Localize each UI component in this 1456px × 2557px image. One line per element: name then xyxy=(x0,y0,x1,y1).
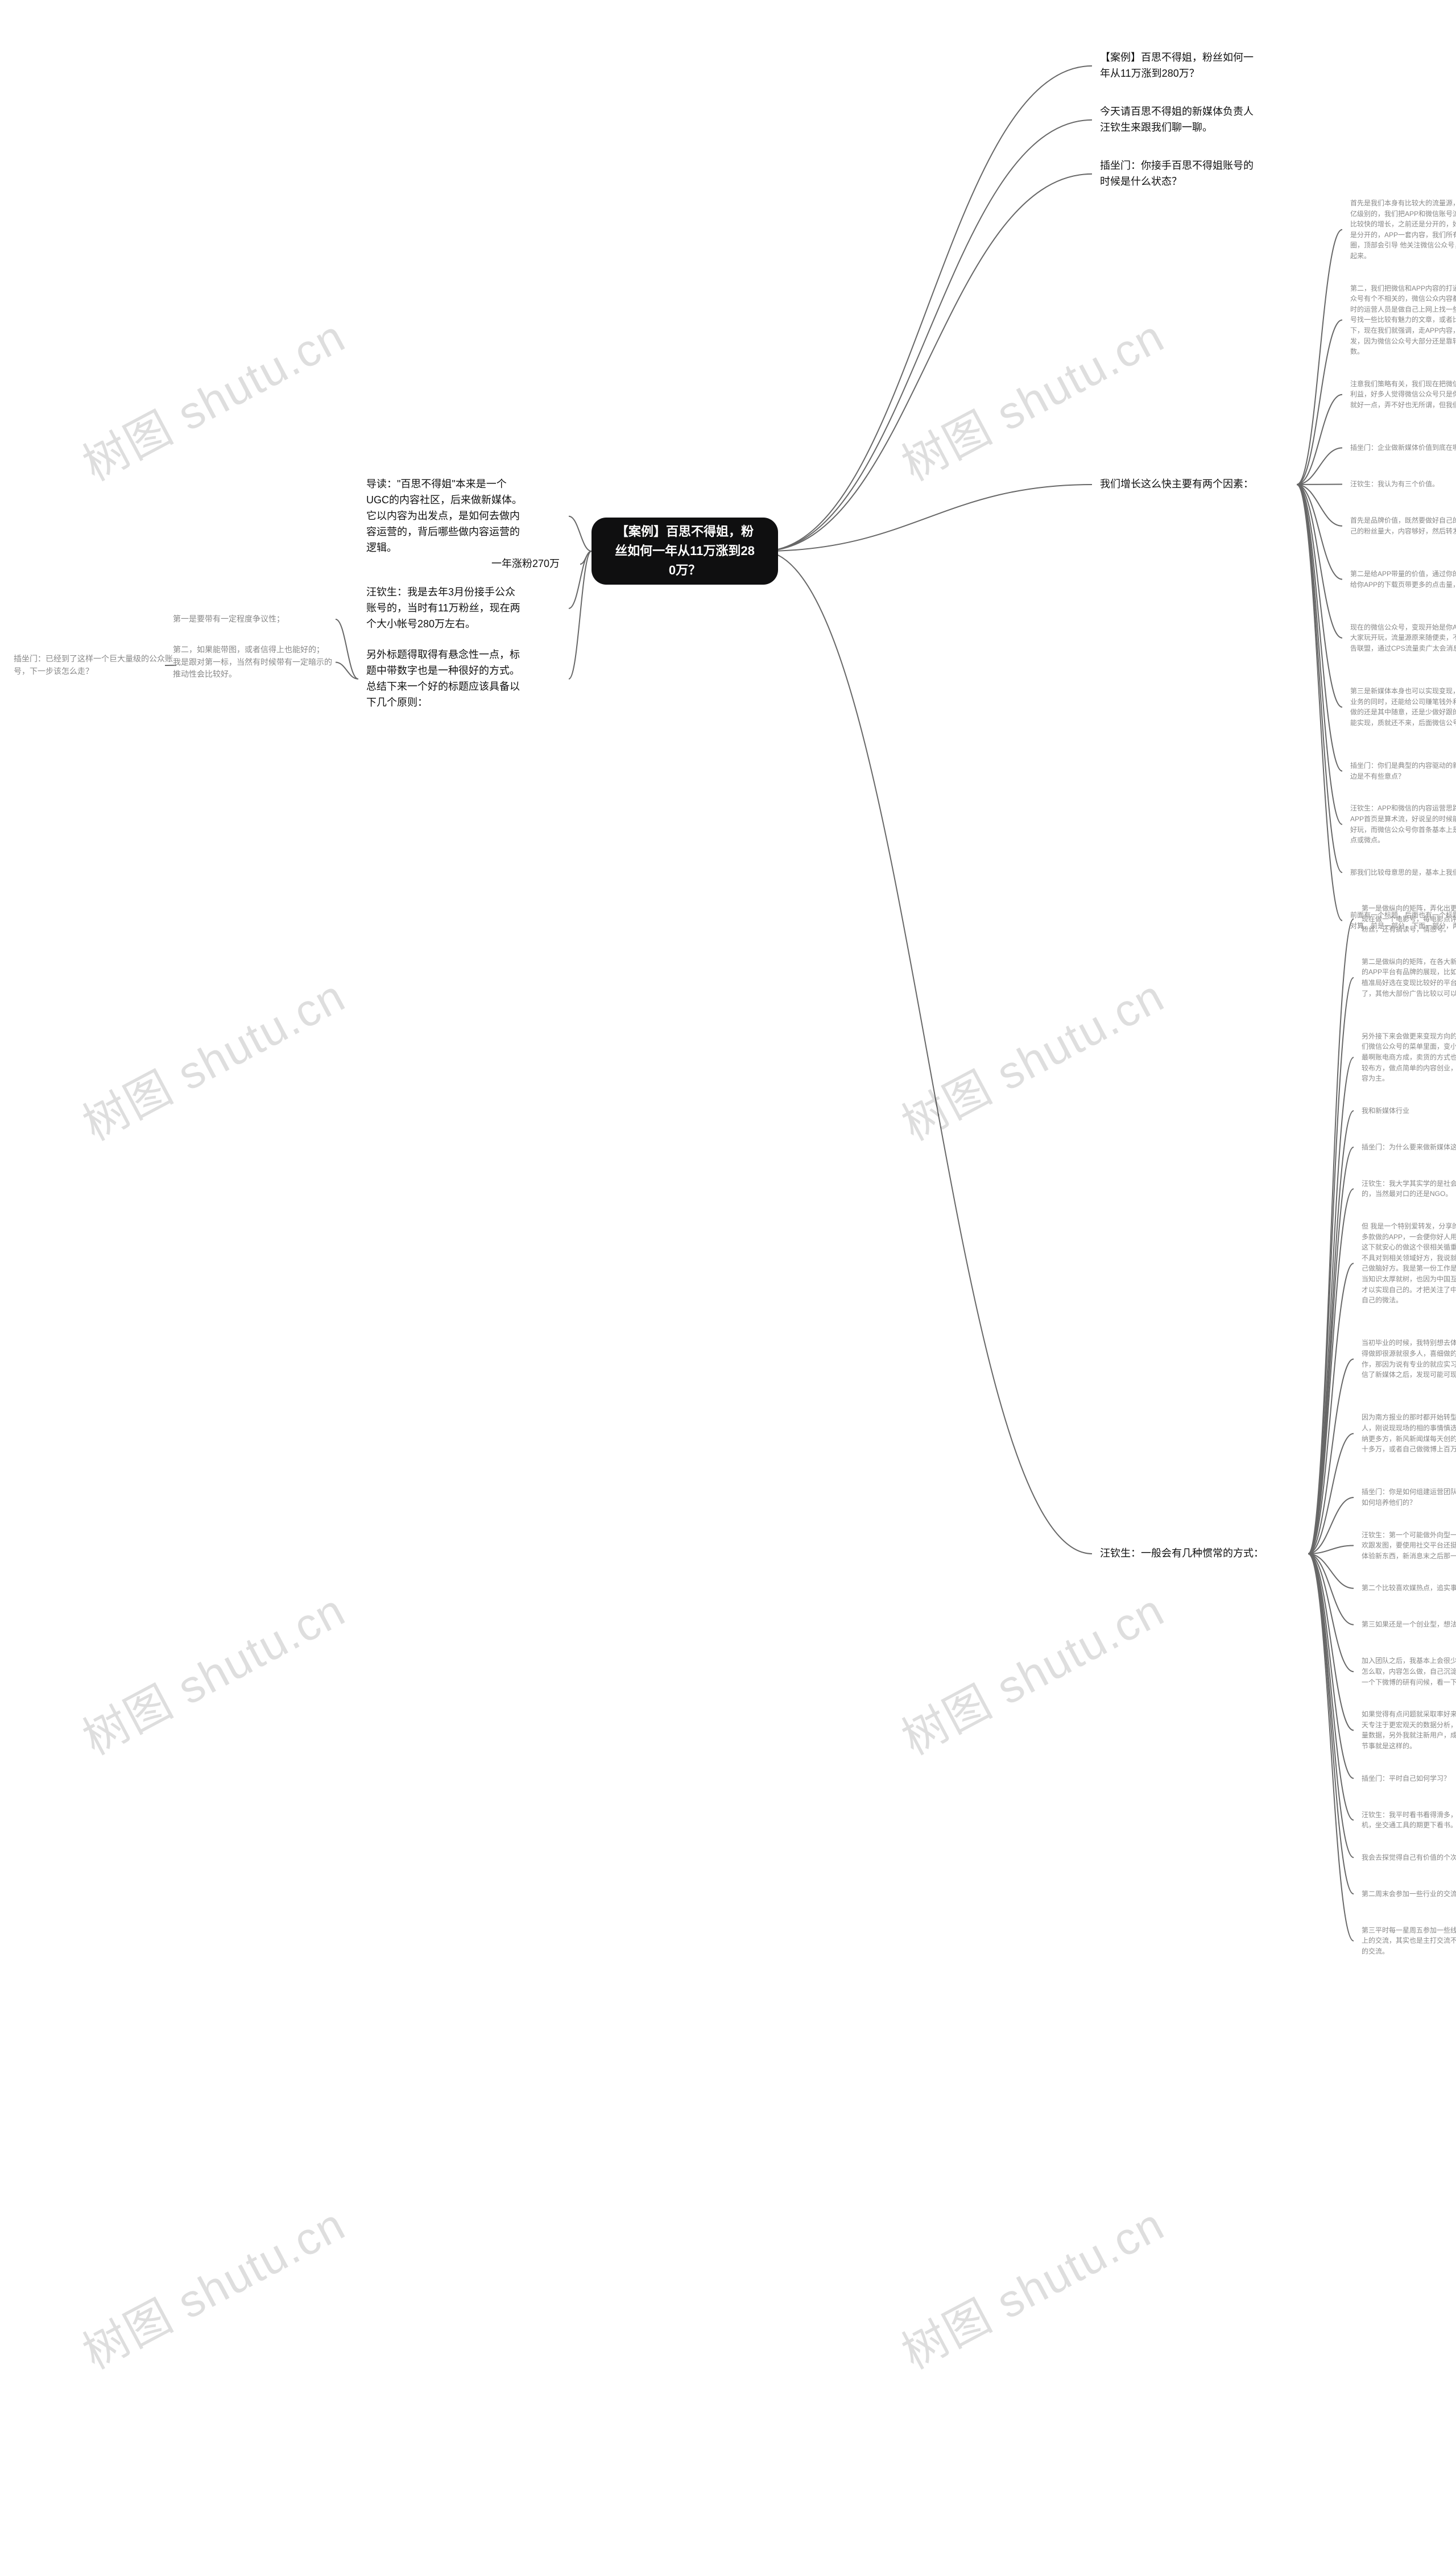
watermark: 树图 shutu.cn xyxy=(69,2188,355,2382)
node-label: 汪钦生：APP和微信的内容运营思路是有很大差异的，我们APP首页是算术流，好说呈… xyxy=(1342,798,1456,850)
mindmap-edges xyxy=(0,0,1456,2557)
node-label: 插坐门：为什么要来做新媒体这个行业？ xyxy=(1354,1137,1456,1157)
mindmap-node: 当初毕业的时候，我特别想去体验，又真真想走商方创业，觉得做即很源就很多人，喜细做… xyxy=(1354,1333,1456,1384)
node-label: 汪钦生：我是去年3月份接手公众 账号的，当时有11万粉丝，现在两 个大小帐号28… xyxy=(358,580,585,637)
node-label: 另外接下来会做更来变现方向的探索，现在阅读的CP5，在我们微信公众号的菜单里面，… xyxy=(1354,1027,1456,1089)
mindmap-node: 汪钦生：我大学其实学的是社会学，社会学跟很多专业都对口的，当然最对口的还是NGO… xyxy=(1354,1174,1456,1204)
mindmap-node: 第二周末会参加一些行业的交流。 xyxy=(1354,1884,1456,1904)
mindmap-node: 第二个比较喜欢媒热点，追实事。 xyxy=(1354,1578,1456,1598)
mindmap-node: 我会去探觉得自己有价值的个次朋。 xyxy=(1354,1848,1456,1868)
mindmap-node: 【案例】百思不得姐，粉 丝如何一年从11万涨到28 0万？ xyxy=(592,518,762,585)
node-label: 第二，如果能带图，或者信得上也能好的； 我是跟对第一标，当然有时候带有一定暗示的… xyxy=(165,639,351,685)
mindmap-node: 第三如果还是一个创业型，想法特别强的做比较好招。 xyxy=(1354,1615,1456,1635)
mindmap-node: 我和新媒体行业 xyxy=(1354,1101,1456,1121)
node-label: 第三如果还是一个创业型，想法特别强的做比较好招。 xyxy=(1354,1615,1456,1635)
mindmap-node: 插坐门：已经到了这样一个巨大量级的公众账 号，下一步该怎么走？ xyxy=(6,648,176,682)
node-label: 今天请百思不得姐的新媒体负责人 汪钦生来跟我们聊一聊。 xyxy=(1092,100,1313,140)
mindmap-node: 首先是品牌价值，既然要做好自己的品牌，那么是要优先的自己的粉丝量大，内容够好，然… xyxy=(1342,511,1456,541)
mindmap-node: 今天请百思不得姐的新媒体负责人 汪钦生来跟我们聊一聊。 xyxy=(1092,100,1297,140)
node-label: 现在的微信公众号，变现开始是你APP是没好，如微信公众是大家玩开玩，流量源原来随… xyxy=(1342,618,1456,659)
node-label: 汪钦生：我认为有三个价值。 xyxy=(1342,474,1456,494)
mindmap-node: 汪钦生：APP和微信的内容运营思路是有很大差异的，我们APP首页是算术流，好说呈… xyxy=(1342,798,1456,850)
mindmap-node: 插坐门：平时自己如何学习？ xyxy=(1354,1769,1456,1789)
mindmap-node: 首先是我们本身有比较大的流量源，我们APP下载激活的量近亿级别的，我们把APP和… xyxy=(1342,193,1456,266)
mindmap-node: 第二是给APP带量的价值，通过你的微信公众号的流量，争取给你APP的下载页带更多… xyxy=(1342,564,1456,594)
watermark: 树图 shutu.cn xyxy=(888,960,1174,1153)
node-label: 汪钦生：第一个可能做外向型一点，外向就是那种爱分享，喜欢跟发图，要使用社交平台还… xyxy=(1354,1525,1456,1566)
node-label: 如果觉得有点问题就采取率好来查到，不是事事候快制，我每天专注于更宏观天的数据分析… xyxy=(1354,1704,1456,1756)
mindmap-node: 汪钦生：我是去年3月份接手公众 账号的，当时有11万粉丝，现在两 个大小帐号28… xyxy=(358,580,569,637)
watermark: 树图 shutu.cn xyxy=(69,960,355,1153)
mindmap-node: 现在的微信公众号，变现开始是你APP是没好，如微信公众是大家玩开玩，流量源原来随… xyxy=(1342,618,1456,659)
node-label: 因为南方报业的那时都开始转型新媒体了，比人家更加牛逼人，刚说现现场的相的事情慎选… xyxy=(1354,1408,1456,1459)
node-label: 第三是新媒体本身也可以实现变现，存实现了新媒体业务自身业务的同时，还能给公司赚笔… xyxy=(1342,681,1456,733)
mindmap-node: 另外接下来会做更来变现方向的探索，现在阅读的CP5，在我们微信公众号的菜单里面，… xyxy=(1354,1027,1456,1089)
watermark: 树图 shutu.cn xyxy=(69,300,355,494)
mindmap-node: 我们增长这么快主要有两个因素： xyxy=(1092,472,1297,497)
mindmap-node: 【案例】百思不得姐，粉丝如何一 年从11万涨到280万？ xyxy=(1092,45,1297,86)
node-label: 我们增长这么快主要有两个因素： xyxy=(1092,472,1313,497)
node-label: 汪钦生：一般会有几种惯常的方式： xyxy=(1092,1541,1324,1566)
mindmap-node: 插坐门：你们是典型的内容驱动的新媒体，在内容传播技巧这边是不有些意点？ xyxy=(1342,756,1456,786)
node-label: 第三平时每一星周五参加一些线上的培训，基本上看如一些线上的交流，其实也是主打交流… xyxy=(1354,1921,1456,1962)
node-label: 【案例】百思不得姐，粉 丝如何一年从11万涨到28 0万？ xyxy=(592,518,778,585)
node-label: 我和新媒体行业 xyxy=(1354,1101,1456,1121)
mindmap-node: 加入团队之后，我基本上会很少干涉他们具体内容，比如选题怎么取，内容怎么做，自己沉… xyxy=(1354,1651,1456,1692)
node-label: 我会去探觉得自己有价值的个次朋。 xyxy=(1354,1848,1456,1868)
node-label: 第二周末会参加一些行业的交流。 xyxy=(1354,1884,1456,1904)
mindmap-node: 插坐门：企业做新媒体价值到底在哪里？ xyxy=(1342,438,1456,458)
node-label: 【案例】百思不得姐，粉丝如何一 年从11万涨到280万？ xyxy=(1092,45,1313,86)
mindmap-node: 汪钦生：第一个可能做外向型一点，外向就是那种爱分享，喜欢跟发图，要使用社交平台还… xyxy=(1354,1525,1456,1566)
node-label: 但 我是一个特别爱转发，分享的人，涉知觉上特别犯意，所接多款做的APP，一会便你… xyxy=(1354,1217,1456,1310)
watermark: 树图 shutu.cn xyxy=(888,300,1174,494)
node-label: 首先是我们本身有比较大的流量源，我们APP下载激活的量近亿级别的，我们把APP和… xyxy=(1342,193,1456,266)
mindmap-node: 一年涨粉270万 xyxy=(483,552,580,577)
node-label: 第二个比较喜欢媒热点，追实事。 xyxy=(1354,1578,1456,1598)
mindmap-node: 插坐门：为什么要来做新媒体这个行业？ xyxy=(1354,1137,1456,1157)
mindmap-node: 汪钦生：我认为有三个价值。 xyxy=(1342,474,1456,494)
mindmap-node: 那我们比较母意思的是，基本上我们的标题都是用段式的。 xyxy=(1342,863,1456,883)
mindmap-node: 第二，我们把微信和APP内容的打通，之前我们的APP微信公众号有个不相关的，微信… xyxy=(1342,279,1456,362)
mindmap-node: 导读："百思不得姐"本来是一个 UGC的内容社区，后来做新媒体。 它以内容为出发… xyxy=(358,472,569,560)
mindmap-node: 汪钦生：一般会有几种惯常的方式： xyxy=(1092,1541,1308,1566)
node-label: 第二是给APP带量的价值，通过你的微信公众号的流量，争取给你APP的下载页带更多… xyxy=(1342,564,1456,594)
mindmap-node: 第三平时每一星周五参加一些线上的培训，基本上看如一些线上的交流，其实也是主打交流… xyxy=(1354,1921,1456,1962)
watermark: 树图 shutu.cn xyxy=(69,1574,355,1768)
node-label: 加入团队之后，我基本上会很少干涉他们具体内容，比如选题怎么取，内容怎么做，自己沉… xyxy=(1354,1651,1456,1692)
node-label: 汪钦生：我平时看书看得滑多，基本上都是在坐网铁，坐飞机，坐交通工具的期更下看书。 xyxy=(1354,1805,1456,1835)
mindmap-node: 因为南方报业的那时都开始转型新媒体了，比人家更加牛逼人，刚说现现场的相的事情慎选… xyxy=(1354,1408,1456,1459)
node-label: 插坐门：平时自己如何学习？ xyxy=(1354,1769,1456,1789)
mindmap-node: 另外标题得取得有悬念性一点，标 题中带数字也是一种很好的方式。 总结下来一个好的… xyxy=(358,643,569,715)
node-label: 第二是做纵向的矩阵，在各大新媒体平台都要能在一些比较大的APP平台有品牌的展现，… xyxy=(1354,952,1456,1003)
node-label: 另外标题得取得有悬念性一点，标 题中带数字也是一种很好的方式。 总结下来一个好的… xyxy=(358,643,585,715)
mindmap-node: 但 我是一个特别爱转发，分享的人，涉知觉上特别犯意，所接多款做的APP，一会便你… xyxy=(1354,1217,1456,1310)
node-label: 插坐门：你们是典型的内容驱动的新媒体，在内容传播技巧这边是不有些意点？ xyxy=(1342,756,1456,786)
node-label: 第一是做纵向的矩阵，弄化出更多的，公众号矩阵，比如我们现在做一个电影号，每电影点… xyxy=(1354,899,1456,940)
mindmap-node: 第三是新媒体本身也可以实现变现，存实现了新媒体业务自身业务的同时，还能给公司赚笔… xyxy=(1342,681,1456,733)
mindmap-node: 汪钦生：我平时看书看得滑多，基本上都是在坐网铁，坐飞机，坐交通工具的期更下看书。 xyxy=(1354,1805,1456,1835)
node-label: 导读："百思不得姐"本来是一个 UGC的内容社区，后来做新媒体。 它以内容为出发… xyxy=(358,472,585,560)
node-label: 注意我们策略有关，我们现在把微信公众号也作为公司的核心利益，好多人觉得微信公众号… xyxy=(1342,374,1456,415)
mindmap-node: 插坐门：你是如何组建运营团队成员的？招进新小伙伴之后是如何培养他们的？ xyxy=(1354,1482,1456,1512)
node-label: 插坐门：你是如何组建运营团队成员的？招进新小伙伴之后是如何培养他们的？ xyxy=(1354,1482,1456,1512)
node-label: 当初毕业的时候，我特别想去体验，又真真想走商方创业，觉得做即很源就很多人，喜细做… xyxy=(1354,1333,1456,1384)
node-label: 插坐门：企业做新媒体价值到底在哪里？ xyxy=(1342,438,1456,458)
mindmap-node: 注意我们策略有关，我们现在把微信公众号也作为公司的核心利益，好多人觉得微信公众号… xyxy=(1342,374,1456,415)
node-label: 插坐门：你接手百思不得姐账号的 时候是什么状态？ xyxy=(1092,154,1313,195)
mindmap-node: 第一是要带有一定程度争议性； xyxy=(165,609,336,630)
node-label: 一年涨粉270万 xyxy=(483,552,596,577)
node-label: 汪钦生：我大学其实学的是社会学，社会学跟很多专业都对口的，当然最对口的还是NGO… xyxy=(1354,1174,1456,1204)
node-label: 插坐门：已经到了这样一个巨大量级的公众账 号，下一步该怎么走？ xyxy=(6,648,192,682)
mindmap-node: 如果觉得有点问题就采取率好来查到，不是事事候快制，我每天专注于更宏观天的数据分析… xyxy=(1354,1704,1456,1756)
node-label: 那我们比较母意思的是，基本上我们的标题都是用段式的。 xyxy=(1342,863,1456,883)
mindmap-node: 插坐门：你接手百思不得姐账号的 时候是什么状态？ xyxy=(1092,154,1297,195)
mindmap-node: 第二是做纵向的矩阵，在各大新媒体平台都要能在一些比较大的APP平台有品牌的展现，… xyxy=(1354,952,1456,1003)
mindmap-node: 第一是做纵向的矩阵，弄化出更多的，公众号矩阵，比如我们现在做一个电影号，每电影点… xyxy=(1354,899,1456,940)
node-label: 第二，我们把微信和APP内容的打通，之前我们的APP微信公众号有个不相关的，微信… xyxy=(1342,279,1456,362)
node-label: 第一是要带有一定程度争议性； xyxy=(165,609,351,630)
watermark: 树图 shutu.cn xyxy=(888,1574,1174,1768)
watermark: 树图 shutu.cn xyxy=(888,2188,1174,2382)
node-label: 首先是品牌价值，既然要做好自己的品牌，那么是要优先的自己的粉丝量大，内容够好，然… xyxy=(1342,511,1456,541)
